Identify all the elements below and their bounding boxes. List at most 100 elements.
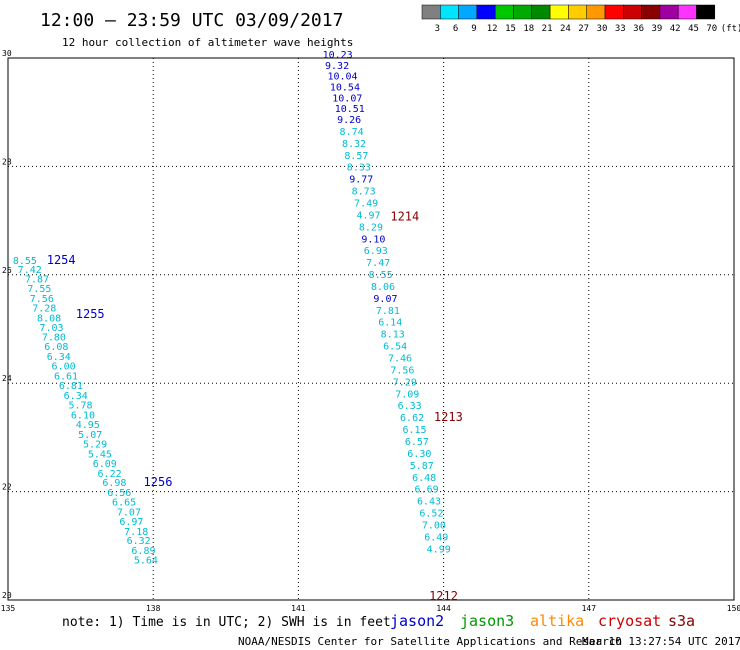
wave-height-label: 6.09 [93,459,117,470]
wave-height-label: 6.30 [407,449,431,460]
legend-swatch [677,4,697,20]
legend-label: 3 [435,24,440,34]
legend-label: 21 [542,24,553,34]
y-tick-label: 30 [2,49,12,58]
chart-subtitle: 12 hour collection of altimeter wave hei… [62,36,353,49]
satellite-name: jason2 [390,612,444,630]
wave-height-label: 6.10 [71,410,95,421]
satellite-name: altika [530,612,584,630]
wave-height-label: 6.62 [400,413,424,424]
legend-label: 6 [453,24,458,34]
wave-height-label: 5.45 [88,449,112,460]
wave-height-label: 6.98 [102,478,126,489]
legend-label: 70 [706,24,717,34]
wave-height-label: 10.23 [323,50,353,61]
y-tick-label: 20 [2,591,12,600]
satellite-legend: jason2 jason3 altika cryosat s3a [390,612,695,630]
legend-swatch [659,4,679,20]
wave-height-label: 6.81 [59,381,83,392]
legend-label: 18 [523,24,534,34]
wave-height-label: 7.07 [117,507,141,518]
pass-time-label: 1256 [144,475,173,489]
x-tick-label: 150 [727,604,740,613]
wave-height-label: 8.55 [369,270,393,281]
wave-height-label: 10.54 [330,83,360,94]
wave-height-label: 8.08 [37,313,61,324]
chart-title: 12:00 — 23:59 UTC 03/09/2017 [40,10,343,31]
wave-height-label: 6.89 [131,546,155,557]
wave-height-label: 9.07 [373,294,397,305]
wave-height-label: 6.97 [119,517,143,528]
legend-swatch [549,4,569,20]
wave-height-label: 8.33 [347,163,371,174]
wave-height-label: 6.49 [424,532,448,543]
wave-height-label: 6.33 [398,401,422,412]
legend-swatch [494,4,514,20]
wave-height-label: 6.32 [127,536,151,547]
footer-timestamp: Mar 10 13:27:54 UTC 2017 [582,635,740,648]
wave-height-label: 5.78 [69,401,93,412]
wave-height-label: 8.55 [13,256,37,267]
legend-label: 12 [487,24,498,34]
wave-height-label: 8.73 [352,187,376,198]
y-tick-label: 28 [2,157,12,166]
legend-label: 33 [615,24,626,34]
legend-swatch [568,4,587,20]
x-tick-label: 147 [582,604,597,613]
legend-swatch [586,4,606,20]
wave-height-label: 6.48 [412,473,436,484]
wave-height-label: 8.32 [342,139,366,150]
wave-height-label: 7.47 [366,258,390,269]
wave-height-label: 10.04 [327,72,357,83]
wave-height-label: 7.28 [32,304,56,315]
wave-height-label: 7.56 [390,365,414,376]
legend-swatch [696,4,716,20]
wave-height-label: 9.77 [349,175,373,186]
legend-label: 39 [651,24,662,34]
wave-height-label: 7.03 [39,323,63,334]
plot-area: 135 138 141 144 147 1502022242628308.557.427.… [1,49,740,613]
plot-frame [7,57,735,601]
wave-height-label: 8.57 [344,151,368,162]
wave-height-label: 7.18 [124,527,148,538]
wave-height-label: 6.52 [419,509,443,520]
legend-swatch [531,4,551,20]
wave-height-label: 7.56 [30,294,54,305]
wave-height-label: 9.10 [361,234,385,245]
legend-unit: (ft) [721,24,740,34]
x-tick-label: 138 [146,604,161,613]
wave-height-label: 5.29 [83,440,107,451]
wave-height-label: 8.74 [340,127,364,138]
wave-height-label: 4.97 [356,210,380,221]
wave-height-label: 5.07 [78,430,102,441]
wave-height-label: 7.29 [393,377,417,388]
legend-swatch [421,4,441,20]
wave-height-label: 8.06 [371,282,395,293]
wave-height-label: 6.61 [54,371,78,382]
y-tick-label: 24 [2,374,12,383]
x-tick-label: 135 [1,604,16,613]
legend-label: 27 [578,24,589,34]
wave-height-label: 7.80 [42,332,66,343]
wave-height-label: 7.49 [354,199,378,210]
wave-height-label: 4.95 [76,420,100,431]
satellite-name: jason3 [460,612,514,630]
legend-label: 15 [505,24,516,34]
footer-note: note: 1) Time is in UTC; 2) SWH is in fe… [62,615,391,630]
wave-height-label: 4.99 [427,544,451,555]
satellite-name: cryosat [598,612,661,630]
wave-height-label: 6.22 [98,469,122,480]
wave-height-label: 7.55 [27,284,51,295]
legend-label: 45 [688,24,699,34]
pass-time-label: 1214 [390,210,419,224]
legend-label: 30 [597,24,608,34]
wave-height-label: 6.08 [44,342,68,353]
y-tick-label: 22 [2,483,12,492]
legend-swatch [513,4,533,20]
wave-height-label: 6.65 [112,498,136,509]
satellite-name: s3a [668,612,695,630]
wave-height-label: 6.56 [107,488,131,499]
legend-label: 24 [560,24,571,34]
wave-height-label: 6.14 [378,318,402,329]
